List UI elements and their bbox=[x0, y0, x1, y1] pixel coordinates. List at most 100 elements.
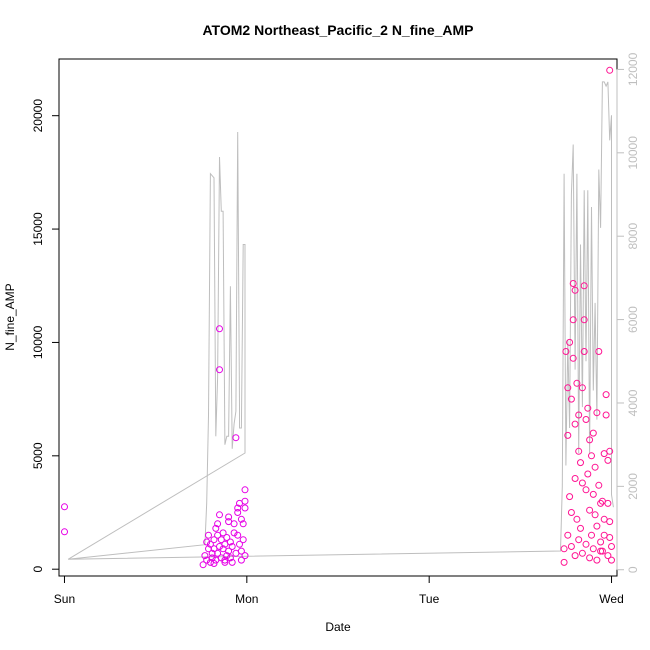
data-point-1-12 bbox=[571, 475, 579, 482]
y-tick-label-1: 5000 bbox=[31, 442, 45, 469]
data-point-0-39 bbox=[232, 434, 240, 442]
x-tick-label-1: Mon bbox=[235, 592, 258, 606]
data-point-1-26 bbox=[584, 404, 592, 412]
data-point-1-48 bbox=[604, 456, 612, 464]
data-point-1-27 bbox=[584, 470, 592, 478]
data-point-0-54 bbox=[199, 561, 207, 569]
data-point-1-21 bbox=[580, 282, 588, 290]
data-point-0-21 bbox=[216, 366, 223, 374]
y2-tick-label-1: 2000 bbox=[626, 473, 640, 500]
data-point-1-18 bbox=[577, 524, 584, 532]
data-point-1-65 bbox=[597, 547, 605, 555]
data-point-0-3 bbox=[203, 538, 211, 546]
data-point-0-57 bbox=[237, 556, 245, 564]
data-point-0-13 bbox=[212, 524, 220, 532]
data-point-0-0 bbox=[61, 503, 68, 511]
data-point-1-60 bbox=[578, 549, 586, 557]
data-point-1-40 bbox=[597, 499, 605, 507]
data-point-1-0 bbox=[562, 348, 570, 355]
data-point-1-14 bbox=[573, 515, 581, 523]
data-point-1-37 bbox=[593, 522, 601, 530]
data-point-1-61 bbox=[582, 540, 590, 548]
data-point-1-54 bbox=[560, 558, 568, 566]
data-point-1-16 bbox=[575, 447, 583, 455]
data-point-0-28 bbox=[223, 552, 231, 560]
data-point-0-45 bbox=[236, 540, 243, 548]
data-point-1-47 bbox=[602, 411, 610, 419]
data-point-0-37 bbox=[230, 529, 238, 537]
data-point-0-30 bbox=[225, 513, 233, 521]
data-point-1-49 bbox=[604, 499, 612, 507]
data-point-1-17 bbox=[577, 459, 584, 467]
data-point-1-51 bbox=[606, 518, 614, 526]
data-point-1-35 bbox=[591, 511, 599, 519]
data-point-1-56 bbox=[564, 531, 572, 539]
data-point-0-53 bbox=[241, 552, 249, 560]
data-point-0-11 bbox=[210, 536, 218, 544]
x-axis-label: Date bbox=[325, 620, 351, 634]
data-point-1-34 bbox=[591, 463, 599, 471]
data-point-0-5 bbox=[205, 531, 212, 539]
y-tick-label-0: 0 bbox=[31, 566, 45, 573]
x-tick-label-0: Sun bbox=[54, 592, 75, 606]
data-point-0-9 bbox=[208, 549, 216, 557]
data-point-1-69 bbox=[608, 556, 615, 564]
data-point-1-11 bbox=[571, 420, 579, 428]
data-point-1-68 bbox=[608, 543, 615, 550]
data-point-0-46 bbox=[237, 515, 245, 523]
y-axis-right: 0 2000 4000 6000 8000 10000 12000 bbox=[616, 52, 640, 573]
y-tick-label-3: 15000 bbox=[31, 212, 45, 246]
y-axis-label: N_fine_AMP bbox=[3, 283, 17, 350]
data-point-1-5 bbox=[567, 395, 575, 403]
data-point-0-41 bbox=[234, 504, 242, 512]
data-point-1-39 bbox=[595, 348, 603, 355]
data-point-1-57 bbox=[567, 543, 575, 550]
data-point-1-1 bbox=[564, 384, 572, 392]
data-point-0-51 bbox=[241, 486, 249, 494]
data-point-1-67 bbox=[604, 552, 612, 560]
data-point-0-32 bbox=[225, 547, 233, 555]
x-axis: Sun Mon Tue Wed bbox=[54, 575, 624, 606]
y2-tick-label-4: 8000 bbox=[626, 223, 640, 250]
data-point-1-32 bbox=[589, 490, 597, 498]
data-point-1-55 bbox=[560, 545, 568, 553]
data-point-1-9 bbox=[569, 354, 577, 362]
data-point-1-46 bbox=[602, 391, 610, 399]
data-point-1-38 bbox=[595, 481, 603, 489]
data-point-0-29 bbox=[223, 534, 231, 541]
y-axis-left: 0 5000 10000 15000 20000 bbox=[31, 99, 60, 573]
data-point-1-28 bbox=[586, 436, 594, 444]
data-point-1-4 bbox=[566, 493, 574, 501]
data-point-0-17 bbox=[214, 549, 222, 557]
y2-tick-label-3: 6000 bbox=[626, 306, 640, 333]
line-series-layer bbox=[67, 81, 614, 560]
data-point-1-66 bbox=[600, 531, 608, 539]
data-point-1-59 bbox=[575, 536, 583, 544]
data-point-1-30 bbox=[588, 452, 595, 460]
data-point-1-22 bbox=[580, 316, 588, 324]
y2-tick-label-2: 4000 bbox=[626, 389, 640, 416]
data-point-0-34 bbox=[226, 538, 234, 546]
data-point-0-35 bbox=[228, 558, 236, 566]
data-point-0-47 bbox=[237, 547, 245, 555]
data-point-1-24 bbox=[582, 416, 590, 423]
data-point-1-3 bbox=[566, 338, 574, 346]
points-layer bbox=[61, 66, 615, 569]
data-point-1-64 bbox=[593, 556, 601, 564]
y2-tick-label-0: 0 bbox=[626, 566, 640, 573]
data-point-0-33 bbox=[226, 554, 234, 562]
data-point-0-1 bbox=[61, 528, 68, 536]
data-point-1-50 bbox=[606, 66, 614, 74]
data-point-0-49 bbox=[239, 520, 247, 528]
data-point-0-43 bbox=[234, 531, 242, 539]
data-point-0-56 bbox=[221, 558, 229, 566]
data-point-1-19 bbox=[578, 479, 586, 487]
data-point-1-62 bbox=[586, 554, 594, 562]
data-point-0-36 bbox=[228, 543, 236, 550]
data-point-1-25 bbox=[582, 486, 590, 494]
line-series-2 bbox=[67, 81, 614, 560]
data-point-1-20 bbox=[578, 384, 586, 392]
data-point-0-20 bbox=[216, 325, 223, 333]
data-point-1-10 bbox=[571, 286, 579, 294]
data-point-1-29 bbox=[586, 506, 594, 514]
